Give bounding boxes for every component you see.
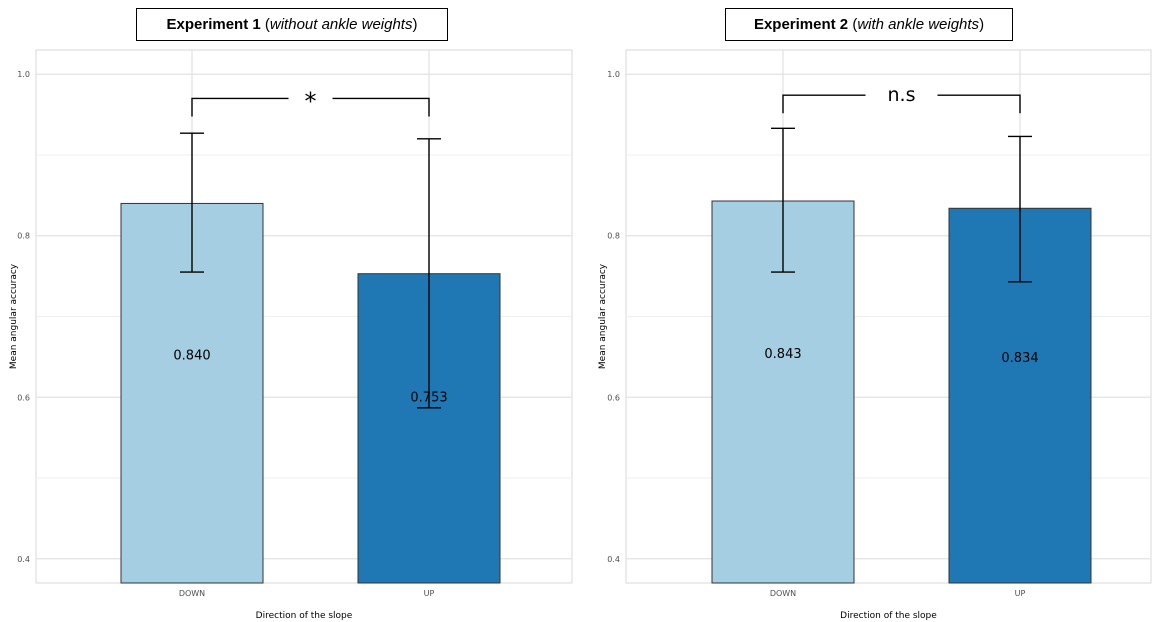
x-tick-label: UP	[1015, 589, 1026, 598]
value-label: 0.834	[1001, 351, 1038, 366]
y-tick-label: 1.0	[607, 70, 620, 79]
y-tick-label: 0.4	[607, 555, 620, 564]
panel-2-title-italic: with ankle weights	[857, 16, 980, 33]
panel-1-title: Experiment 1 (without ankle weights)	[136, 8, 448, 41]
x-tick-label: DOWN	[770, 589, 796, 598]
x-tick-label: DOWN	[179, 589, 205, 598]
panel-1-chart: 0.4 0.6 0.8 1.0 0.840 0.753 DOWN UP Direction of…	[9, 49, 573, 621]
significance-label: *	[305, 87, 317, 115]
x-axis-title: Direction of the slope	[840, 611, 937, 621]
panel-2-title: Experiment 2 (with ankle weights)	[725, 8, 1013, 41]
y-tick-label: 0.6	[607, 393, 620, 402]
x-axis-title: Direction of the slope	[256, 611, 353, 621]
significance-label: n.s	[888, 84, 916, 106]
value-label: 0.840	[173, 348, 210, 363]
panel-1-title-italic: without ankle weights	[269, 16, 413, 33]
panel-2-chart: 0.4 0.6 0.8 1.0 0.843 0.834 DOWN UP Direction of…	[598, 49, 1152, 621]
significance-bracket-left	[782, 94, 866, 114]
value-label: 0.843	[764, 347, 801, 362]
y-axis-title: Mean angular accuracy	[9, 263, 19, 369]
value-label: 0.753	[410, 390, 447, 405]
significance-bracket-left	[191, 97, 289, 117]
y-tick-label: 0.4	[17, 555, 30, 564]
panel-2-title-bold: Experiment 2	[753, 16, 849, 33]
significance-bracket-right	[332, 97, 430, 117]
y-axis-title: Mean angular accuracy	[598, 263, 608, 369]
panel-1-title-bold: Experiment 1	[166, 16, 261, 33]
y-tick-label: 1.0	[17, 70, 30, 79]
y-tick-label: 0.8	[607, 232, 620, 241]
y-tick-label: 0.6	[17, 393, 30, 402]
x-tick-label: UP	[424, 589, 435, 598]
significance-bracket-right	[937, 94, 1021, 114]
y-tick-label: 0.8	[17, 232, 30, 241]
